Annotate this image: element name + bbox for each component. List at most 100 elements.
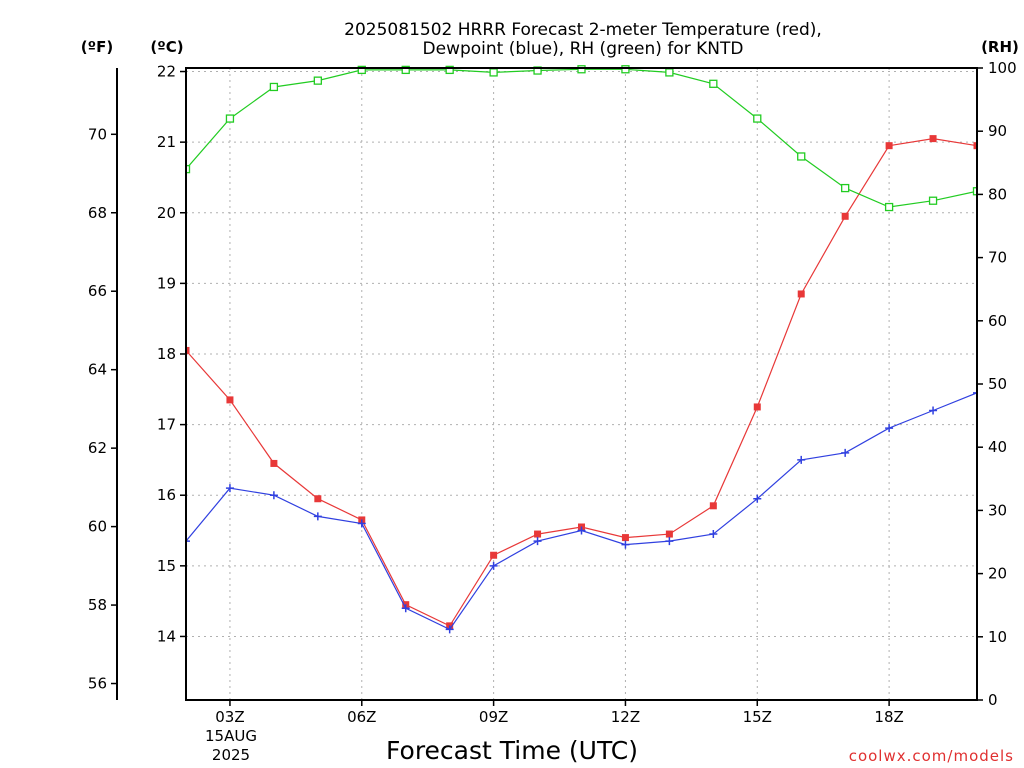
fahrenheit-tick-label: 66 [88, 282, 107, 300]
rh-point [928, 196, 938, 205]
rh-point [357, 65, 366, 75]
fahrenheit-tick-label: 70 [88, 125, 107, 143]
x-tick-label: 03Z [215, 708, 244, 726]
x-tick-label: 09Z [479, 708, 508, 726]
x-tick-label: 15Z [743, 708, 772, 726]
rh-point [225, 114, 235, 123]
fahrenheit-tick-label: 60 [88, 518, 107, 536]
rh-tick-label: 40 [988, 438, 1007, 456]
grid [186, 68, 977, 700]
celsius-tick-label: 20 [157, 204, 176, 222]
temperature-point [973, 142, 977, 150]
dewpoint-point [401, 604, 410, 613]
rh-point [445, 65, 454, 75]
rh-point [401, 65, 410, 75]
source-credit: coolwx.com/models [849, 747, 1014, 765]
plot-frame [185, 67, 978, 701]
dewpoint-point [445, 625, 454, 634]
celsius-unit-label: (ºC) [150, 38, 183, 56]
rh-tick-label: 90 [988, 122, 1007, 140]
temperature-line [186, 137, 977, 627]
rh-point [269, 82, 279, 92]
temperature-point [797, 290, 805, 298]
rh-point [621, 65, 630, 74]
fahrenheit-tick-label: 68 [88, 204, 107, 222]
rh-point [489, 68, 498, 77]
celsius-tick-label: 14 [157, 627, 176, 645]
temperature-point [270, 459, 278, 467]
dewpoint-point [225, 484, 234, 493]
rh-line [186, 68, 977, 208]
series-layer [186, 65, 977, 634]
dewpoint-point [665, 537, 674, 546]
celsius-tick-label: 21 [157, 133, 176, 151]
dewpoint-point [973, 388, 977, 397]
rh-unit-label: (RH) [981, 38, 1019, 56]
rh-tick-label: 30 [988, 501, 1007, 519]
celsius-tick-label: 15 [157, 557, 176, 575]
x-tick-label: 06Z [347, 708, 376, 726]
rh-point [797, 152, 806, 161]
x-tick-label: 12Z [611, 708, 640, 726]
chart-title-line-1: 2025081502 HRRR Forecast 2-meter Tempera… [344, 20, 822, 40]
dewpoint-point [489, 561, 498, 570]
rh-tick-label: 60 [988, 312, 1007, 330]
x-axis-title: Forecast Time (UTC) [386, 736, 638, 765]
rh-point [665, 68, 674, 77]
rh-tick-label: 10 [988, 628, 1007, 646]
rh-tick-label: 50 [988, 375, 1007, 393]
rh-tick-label: 80 [988, 185, 1007, 203]
dewpoint-point [533, 537, 542, 546]
temperature-point [226, 396, 234, 404]
rh-point [884, 202, 894, 212]
fahrenheit-tick-label: 56 [88, 675, 107, 693]
fahrenheit-tick-label: 64 [88, 361, 107, 379]
dewpoint-point [269, 491, 278, 500]
rh-point [313, 76, 322, 85]
dewpoint-point [577, 526, 586, 535]
celsius-tick-label: 16 [157, 486, 176, 504]
dewpoint-point [753, 494, 762, 503]
celsius-tick-label: 22 [157, 63, 176, 81]
rh-point [753, 114, 762, 123]
temperature-point [753, 403, 761, 411]
rh-tick-label: 20 [988, 565, 1007, 583]
rh-tick-label: 70 [988, 249, 1007, 267]
dewpoint-point [709, 530, 718, 539]
rh-point [841, 183, 850, 193]
rh-point [972, 187, 977, 196]
date-label-year: 2025 [212, 746, 250, 764]
dewpoint-point [186, 537, 190, 546]
celsius-tick-label: 17 [157, 416, 176, 434]
dewpoint-point [357, 519, 366, 528]
temperature-point [709, 502, 717, 510]
temperature-point [621, 534, 629, 542]
rh-point [186, 164, 191, 174]
dewpoint-point [797, 455, 806, 464]
rh-point [577, 65, 586, 74]
axes: 03Z 06Z 09Z 12Z 15Z 18Z 14 15 16 17 18 19 20 21 22 56 58… [88, 59, 1017, 726]
temperature-point [534, 530, 542, 538]
dewpoint-point [841, 448, 850, 457]
temperature-point [929, 135, 937, 143]
chart-title-line-2: Dewpoint (blue), RH (green) for KNTD [423, 39, 744, 59]
fahrenheit-tick-label: 62 [88, 439, 107, 457]
rh-tick-label: 100 [988, 59, 1017, 77]
temperature-point [314, 495, 322, 503]
temperature-point [665, 530, 673, 538]
rh-point [709, 79, 718, 88]
dewpoint-point [885, 424, 894, 433]
temperature-point [885, 142, 893, 150]
dewpoint-point [929, 406, 938, 415]
fahrenheit-unit-label: (ºF) [81, 38, 113, 56]
fahrenheit-tick-label: 58 [88, 596, 107, 614]
celsius-tick-label: 19 [157, 274, 176, 292]
x-tick-label: 18Z [874, 708, 903, 726]
temperature-point [186, 346, 190, 354]
dewpoint-line [186, 392, 977, 631]
celsius-tick-label: 18 [157, 345, 176, 363]
dewpoint-point [313, 512, 322, 521]
rh-tick-label: 0 [988, 691, 998, 709]
date-label-day: 15AUG [205, 727, 257, 745]
